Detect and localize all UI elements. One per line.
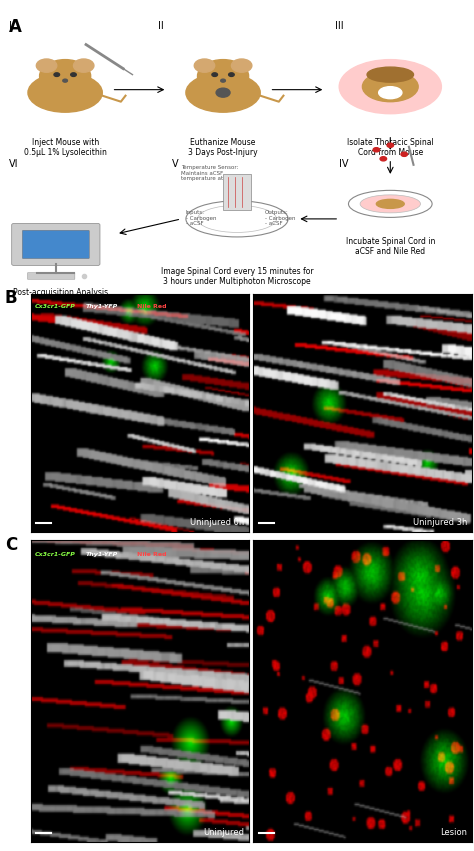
FancyBboxPatch shape <box>27 272 75 279</box>
Circle shape <box>373 148 380 151</box>
Bar <box>223 174 251 210</box>
Text: C: C <box>5 536 17 554</box>
Text: Nile Red: Nile Red <box>137 304 167 309</box>
Text: B: B <box>5 289 18 307</box>
Text: VI: VI <box>9 159 19 168</box>
Circle shape <box>194 59 215 72</box>
Text: Inputs:
- Carbogen
- aCSF: Inputs: - Carbogen - aCSF <box>186 210 217 226</box>
Text: Uninjured 3h: Uninjured 3h <box>413 517 467 527</box>
Text: Temperature Sensor:
Maintains aCSF
temperature at 37° C: Temperature Sensor: Maintains aCSF tempe… <box>181 165 240 181</box>
Circle shape <box>401 152 408 157</box>
Text: Outputs:
- Carbogen
- aCSF: Outputs: - Carbogen - aCSF <box>265 210 295 226</box>
Ellipse shape <box>28 73 102 112</box>
Text: Image Spinal Cord every 15 minutes for
3 hours under Multiphoton Microscope: Image Spinal Cord every 15 minutes for 3… <box>161 267 313 287</box>
Circle shape <box>380 157 387 161</box>
Circle shape <box>212 73 218 77</box>
Text: II: II <box>158 20 164 31</box>
Text: III: III <box>335 20 343 31</box>
FancyBboxPatch shape <box>12 224 100 266</box>
Ellipse shape <box>376 199 404 208</box>
Circle shape <box>63 79 67 83</box>
Text: V: V <box>172 159 179 168</box>
Text: Nile Red: Nile Red <box>137 551 167 557</box>
Circle shape <box>228 73 234 77</box>
Circle shape <box>198 60 248 93</box>
Circle shape <box>71 73 76 77</box>
Circle shape <box>216 89 230 97</box>
Text: Lesion: Lesion <box>440 827 467 837</box>
Text: Thy1-YFP: Thy1-YFP <box>86 304 118 309</box>
Ellipse shape <box>186 73 260 112</box>
Text: A: A <box>9 18 22 36</box>
FancyBboxPatch shape <box>22 231 89 259</box>
Circle shape <box>221 79 225 83</box>
Text: Thy1-YFP: Thy1-YFP <box>86 551 118 557</box>
Ellipse shape <box>186 201 288 237</box>
Text: Cx3cr1-GFP: Cx3cr1-GFP <box>34 304 75 309</box>
Circle shape <box>231 59 252 72</box>
Ellipse shape <box>367 67 413 83</box>
Text: Uninjured 0h: Uninjured 0h <box>191 517 245 527</box>
Text: Isolate Thoracic Spinal
Cord from Mouse: Isolate Thoracic Spinal Cord from Mouse <box>347 138 434 157</box>
Circle shape <box>54 73 60 77</box>
Ellipse shape <box>360 195 420 213</box>
Text: IV: IV <box>339 159 349 168</box>
Text: Incubate Spinal Cord in
aCSF and Nile Red: Incubate Spinal Cord in aCSF and Nile Re… <box>346 237 435 256</box>
Ellipse shape <box>348 191 432 217</box>
Ellipse shape <box>198 205 276 232</box>
Circle shape <box>39 60 91 93</box>
Ellipse shape <box>339 60 441 114</box>
Text: I: I <box>9 20 12 31</box>
Circle shape <box>73 59 94 72</box>
Text: Post-acquisition Analysis: Post-acquisition Analysis <box>13 288 108 297</box>
Text: Cx3cr1-GFP: Cx3cr1-GFP <box>34 551 75 557</box>
Circle shape <box>387 143 393 147</box>
Ellipse shape <box>363 71 418 101</box>
Circle shape <box>36 59 57 72</box>
Text: Inject Mouse with
0.5μL 1% Lysolecithin: Inject Mouse with 0.5μL 1% Lysolecithin <box>24 138 107 157</box>
Text: Euthanize Mouse
3 Days Post-Injury: Euthanize Mouse 3 Days Post-Injury <box>188 138 258 157</box>
Ellipse shape <box>379 87 402 99</box>
Text: Uninjured: Uninjured <box>203 827 245 837</box>
